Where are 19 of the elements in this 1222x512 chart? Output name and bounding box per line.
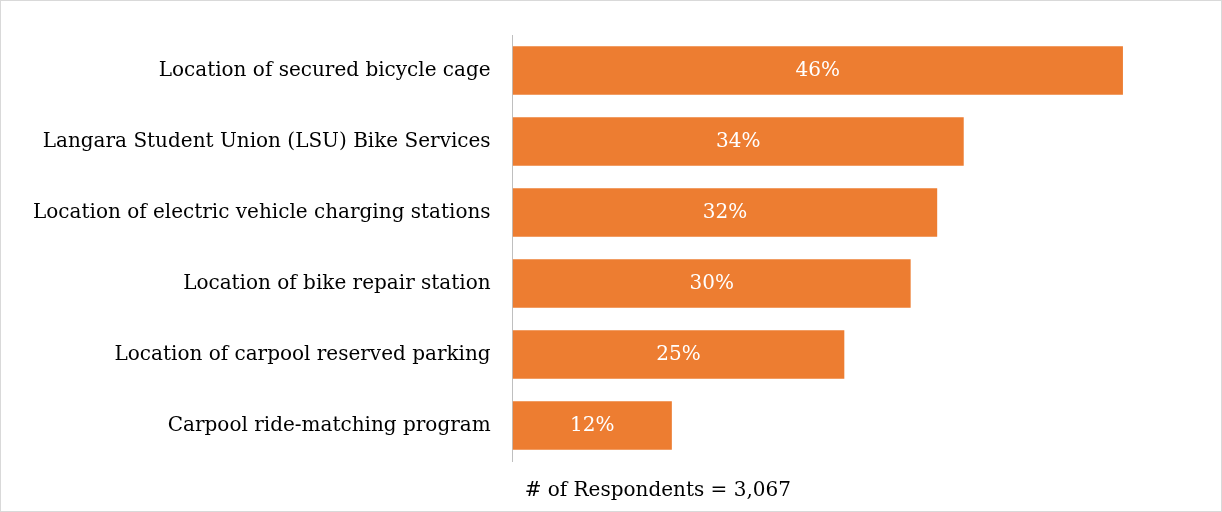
data-label: 12% [570,411,615,436]
data-label: 46% [795,56,841,81]
data-label: 34% [715,127,761,152]
bar [512,117,964,166]
bar [512,188,938,237]
bar [512,401,672,450]
y-tick-label: Location of carpool reserved parking [114,340,491,365]
data-label: 30% [689,269,734,294]
y-tick-label: Location of bike repair station [183,269,491,294]
data-label: 32% [702,198,748,223]
bar [512,46,1123,95]
bar [512,330,845,379]
y-tick-label: Location of secured bicycle cage [158,56,491,81]
y-tick-label: Carpool ride-matching program [167,411,491,436]
bar [512,259,911,308]
y-tick-label: Langara Student Union (LSU) Bike Services [42,127,491,152]
text: # of Respondents = 3,067 [524,477,791,502]
y-tick-label: Location of electric vehicle charging stations [33,198,491,223]
data-label: 25% [656,340,701,365]
